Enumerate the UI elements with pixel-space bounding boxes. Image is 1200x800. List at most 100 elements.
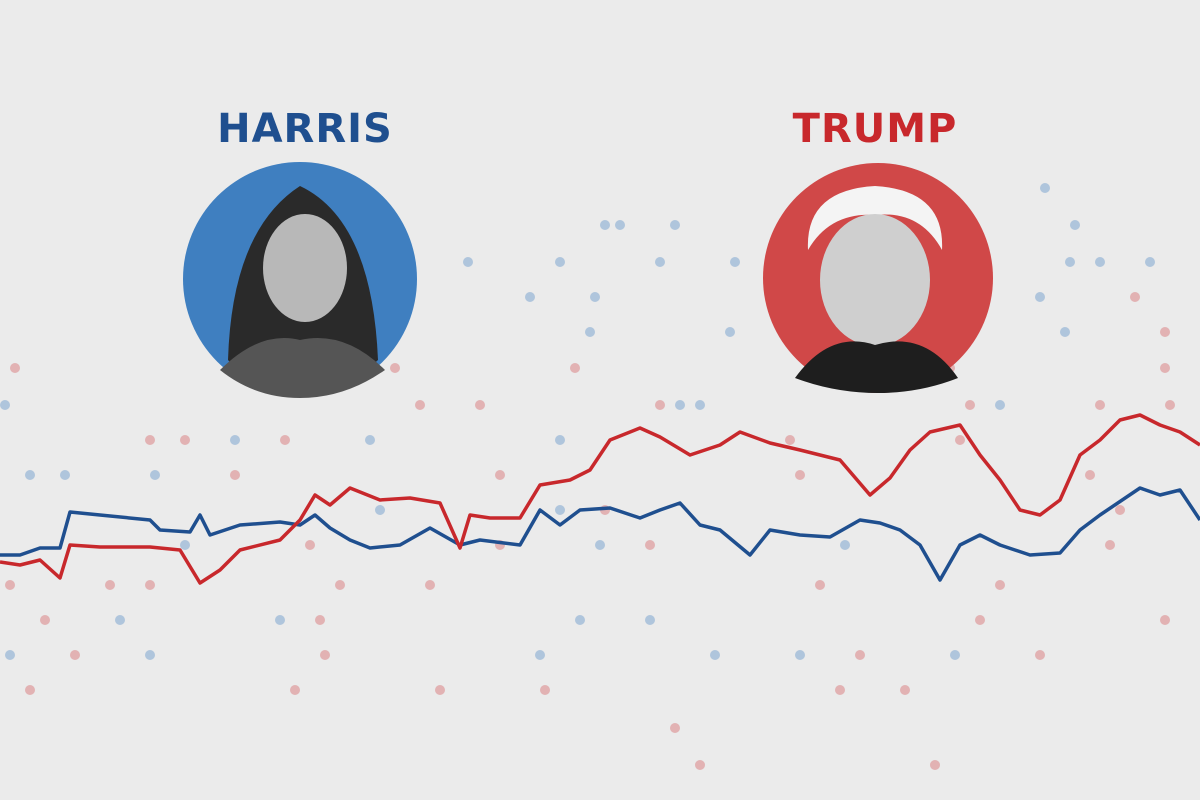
poll-dot [525,292,535,302]
poll-dot [695,760,705,770]
poll-dot [645,540,655,550]
poll-dot [555,505,565,515]
poll-dot [555,435,565,445]
poll-dot [835,685,845,695]
poll-dot [675,400,685,410]
poll-dot [435,685,445,695]
poll-dot [570,363,580,373]
poll-dot [25,470,35,480]
poll-dot [585,327,595,337]
poll-dot [105,580,115,590]
poll-dot [290,685,300,695]
harris-portrait [183,162,417,398]
suit [795,341,958,393]
poll-dot [670,220,680,230]
poll-dot [555,257,565,267]
poll-dot [1095,257,1105,267]
poll-dot [655,400,665,410]
face [820,214,930,346]
plot [0,183,1200,770]
poll-dot [1160,615,1170,625]
poll-dot [145,650,155,660]
poll-dot [725,327,735,337]
poll-dot [1035,650,1045,660]
poll-dot [305,540,315,550]
candidate-name: TRUMP [793,106,958,152]
poll-dot [815,580,825,590]
poll-dot [1115,505,1125,515]
poll-dot [230,470,240,480]
poll-dot [1130,292,1140,302]
poll-dot [315,615,325,625]
poll-dot [280,435,290,445]
poll-dot [180,435,190,445]
poll-dot [1165,400,1175,410]
poll-dot [645,615,655,625]
shoulders [220,338,385,398]
poll-dot [540,685,550,695]
poll-dot [0,400,10,410]
poll-dot [40,615,50,625]
face [263,214,347,322]
poll-dot [795,470,805,480]
poll-dot [595,540,605,550]
poll-dot [855,650,865,660]
poll-dot [150,470,160,480]
poll-dot [995,580,1005,590]
poll-dot [615,220,625,230]
poll-dot [1105,540,1115,550]
poll-dot [425,580,435,590]
poll-dot [180,540,190,550]
poll-dot [60,470,70,480]
poll-dot [475,400,485,410]
poll-dot [1040,183,1050,193]
poll-dot [965,400,975,410]
poll-dot [950,650,960,660]
poll-dot [655,257,665,267]
poll-dot [275,615,285,625]
candidate-name: HARRIS [217,106,393,152]
poll-dot [1085,470,1095,480]
poll-dot [535,650,545,660]
poll-dot [375,505,385,515]
poll-dot [10,363,20,373]
poll-dot [463,257,473,267]
poll-dot [840,540,850,550]
poll-dot [900,685,910,695]
hair [807,186,943,250]
poll-dot [695,400,705,410]
trend-line [0,413,1200,585]
poll-dot [785,435,795,445]
poll-dot [25,685,35,695]
poll-dot [495,470,505,480]
poll-dot [600,220,610,230]
poll-dot [575,615,585,625]
poll-dot [730,257,740,267]
poll-dot [335,580,345,590]
poll-dot [230,435,240,445]
poll-dot [5,580,15,590]
poll-dot [795,650,805,660]
poll-dot [930,760,940,770]
poll-dot [670,723,680,733]
poll-dot [70,650,80,660]
poll-dot [975,615,985,625]
poll-dot [955,435,965,445]
poll-dot [1160,363,1170,373]
trump-portrait [763,163,993,393]
poll-dot [145,435,155,445]
poll-dot [1060,327,1070,337]
poll-dot [390,363,400,373]
poll-dot [320,650,330,660]
poll-dot [590,292,600,302]
poll-dot [1070,220,1080,230]
poll-dot [1065,257,1075,267]
poll-dot [365,435,375,445]
poll-dot [1095,400,1105,410]
trend-line [0,486,1200,582]
poll-dot [1035,292,1045,302]
poll-dot [5,650,15,660]
